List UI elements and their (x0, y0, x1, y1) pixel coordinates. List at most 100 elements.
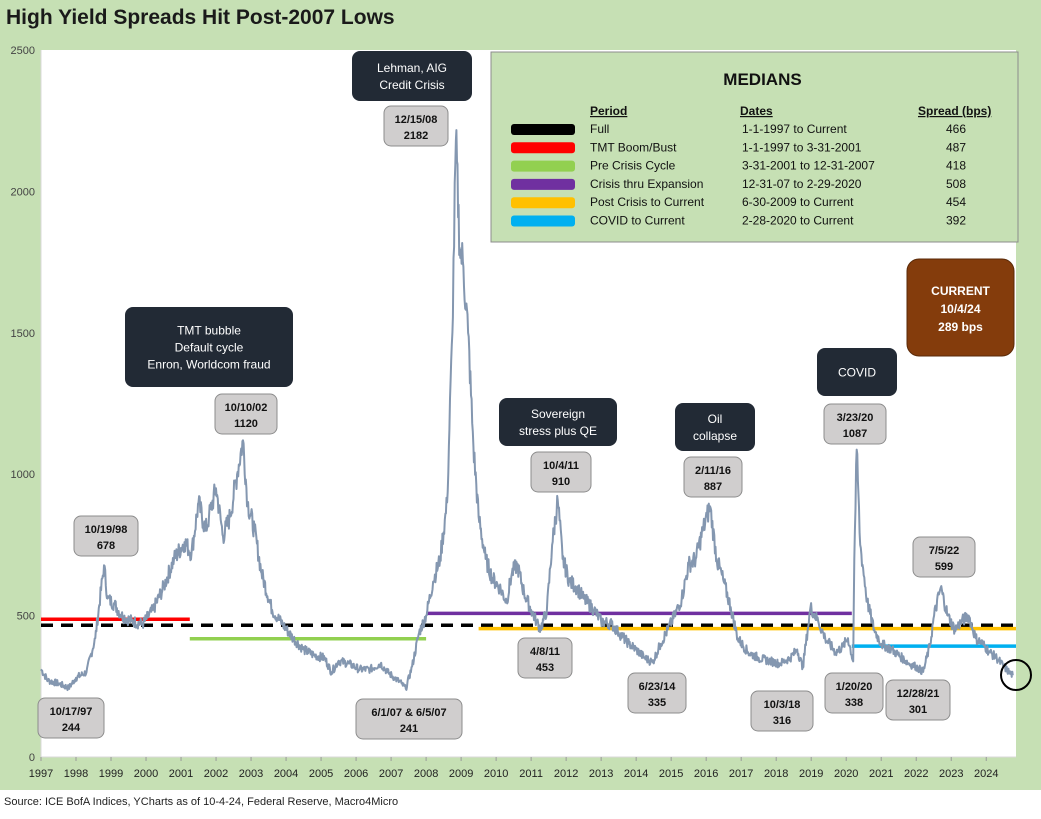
legend-header-dates: Dates (740, 104, 773, 118)
annotation-box (73, 515, 139, 557)
legend-dates: 6-30-2009 to Current (742, 195, 854, 209)
callout-box (125, 307, 293, 387)
source-note: Source: ICE BofA Indices, YCharts as of … (4, 796, 399, 808)
legend-period: Pre Crisis Cycle (590, 159, 676, 173)
annotation-date: 10/3/18 (764, 699, 801, 711)
callout-text: Sovereign (531, 407, 585, 421)
callout-text: Lehman, AIG (377, 61, 447, 75)
x-tick-label: 2022 (904, 768, 928, 780)
annotation-box (383, 105, 449, 147)
x-tick-label: 2016 (694, 768, 718, 780)
annotation-value: 301 (909, 704, 927, 716)
annotation-value: 1087 (843, 428, 867, 440)
annotation-box (885, 679, 951, 721)
current-text: CURRENT (931, 284, 990, 298)
annotation-box (823, 403, 887, 445)
annotation-date: 7/5/22 (929, 545, 960, 557)
y-tick-label: 0 (29, 752, 35, 764)
x-tick-label: 2013 (589, 768, 613, 780)
legend-swatch (511, 197, 575, 209)
y-tick-label: 500 (17, 611, 35, 623)
annotation-box (750, 690, 814, 732)
legend-period: TMT Boom/Bust (590, 140, 677, 154)
x-tick-label: 2004 (274, 768, 298, 780)
annotation-box (530, 451, 592, 493)
annotation-value: 910 (552, 476, 570, 488)
legend-spread: 392 (946, 214, 966, 228)
legend-swatch (511, 124, 575, 135)
legend-spread: 508 (946, 177, 966, 191)
x-tick-label: 2002 (204, 768, 228, 780)
annotation-box (355, 698, 463, 740)
legend-spread: 466 (946, 122, 966, 136)
x-tick-label: 2000 (134, 768, 158, 780)
legend-header-period: Period (590, 104, 627, 118)
annotation-date: 1/20/20 (836, 681, 873, 693)
legend-dates: 1-1-1997 to 3-31-2001 (742, 140, 862, 154)
callout-box (817, 348, 897, 396)
annotation-value: 316 (773, 715, 791, 727)
callout-box (352, 51, 472, 101)
medians-title: MEDIANS (723, 70, 801, 89)
callout-text: Enron, Worldcom fraud (147, 358, 270, 372)
x-tick-label: 2015 (659, 768, 683, 780)
y-tick-label: 1500 (11, 328, 35, 340)
x-tick-label: 1998 (64, 768, 88, 780)
callout-text: Oil (708, 412, 723, 426)
legend-period: Full (590, 122, 609, 136)
x-tick-label: 2005 (309, 768, 333, 780)
x-tick-label: 2021 (869, 768, 893, 780)
annotation-value: 338 (845, 697, 863, 709)
x-tick-label: 1999 (99, 768, 123, 780)
x-tick-label: 2020 (834, 768, 858, 780)
annotation-date: 6/1/07 & 6/5/07 (371, 707, 446, 719)
annotation-date: 12/15/08 (395, 114, 438, 126)
callout-text: stress plus QE (519, 424, 597, 438)
chart-plot: 0 500 1000 1500 2000 2500 1997 1998 1999 2000 2001… (11, 45, 1032, 780)
annotation-date: 10/4/11 (543, 460, 579, 472)
legend-period: Post Crisis to Current (590, 195, 705, 209)
x-tick-label: 2001 (169, 768, 193, 780)
annotation-date: 10/10/02 (225, 402, 268, 414)
legend-spread: 487 (946, 140, 966, 154)
legend-period: COVID to Current (590, 214, 685, 228)
annotation-date: 10/17/97 (50, 706, 93, 718)
y-tick-label: 2500 (11, 45, 35, 57)
x-tick-label: 2007 (379, 768, 403, 780)
legend-dates: 3-31-2001 to 12-31-2007 (742, 159, 875, 173)
legend-header-spread: Spread (bps) (918, 104, 991, 118)
annotation-date: 10/19/98 (85, 524, 128, 536)
x-tick-label: 2017 (729, 768, 753, 780)
current-text: 10/4/24 (940, 302, 980, 316)
annotation-box (824, 672, 884, 714)
annotation-value: 887 (704, 481, 722, 493)
x-tick-label: 1997 (29, 768, 53, 780)
annotation-value: 2182 (404, 130, 428, 142)
x-tick-label: 2008 (414, 768, 438, 780)
legend-swatch (511, 178, 575, 190)
chart-title: High Yield Spreads Hit Post-2007 Lows (6, 6, 395, 29)
annotation-value: 599 (935, 561, 953, 573)
legend-dates: 1-1-1997 to Current (742, 122, 847, 136)
x-tick-label: 2023 (939, 768, 963, 780)
annotation-date: 12/28/21 (897, 688, 940, 700)
x-tick-label: 2012 (554, 768, 578, 780)
annotation-value: 453 (536, 662, 554, 674)
annotation-date: 2/11/16 (695, 465, 731, 477)
legend-swatch (511, 160, 575, 172)
annotation-box (214, 393, 278, 435)
x-tick-label: 2018 (764, 768, 788, 780)
legend-swatch (511, 215, 575, 227)
hy-spread-line (40, 129, 1014, 692)
x-tick-label: 2014 (624, 768, 648, 780)
annotation-value: 678 (97, 540, 115, 552)
callout-box (675, 403, 755, 451)
legend-spread: 418 (946, 159, 966, 173)
x-tick-label: 2010 (484, 768, 508, 780)
annotation-date: 3/23/20 (837, 412, 874, 424)
legend-dates: 12-31-07 to 2-29-2020 (742, 177, 862, 191)
annotation-value: 241 (400, 723, 418, 735)
annotation-date: 4/8/11 (530, 646, 560, 658)
medians-legend-box (490, 51, 1019, 243)
legend-swatch (511, 142, 575, 154)
